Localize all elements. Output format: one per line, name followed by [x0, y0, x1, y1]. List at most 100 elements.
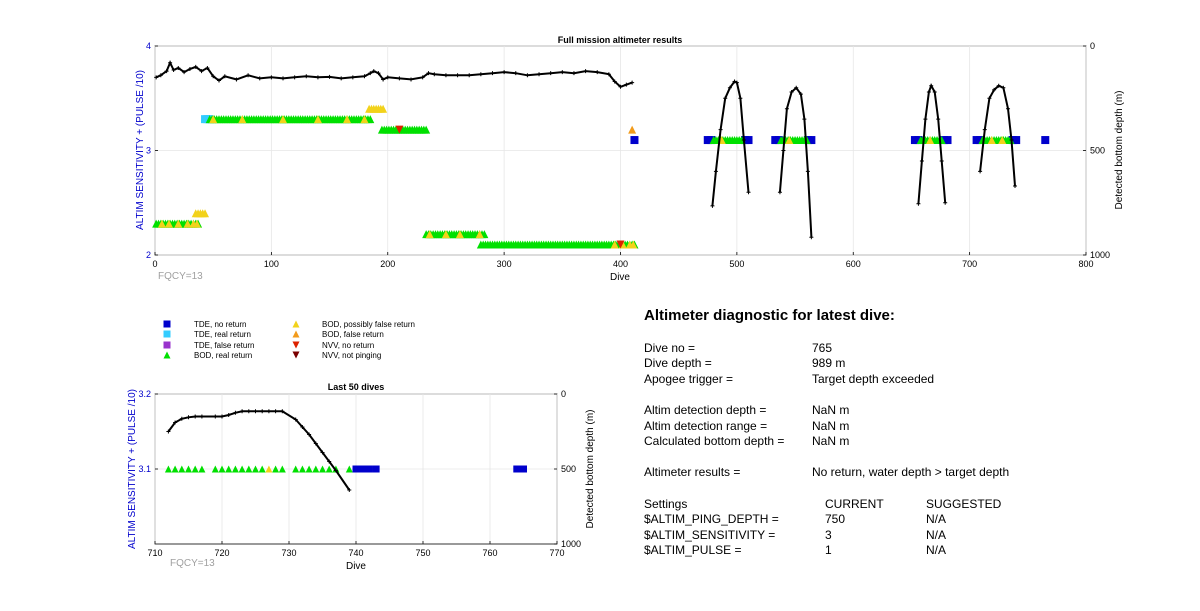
- data-marker: [231, 465, 239, 473]
- bottom-depth-point: [789, 89, 794, 94]
- bottom-depth-point: [777, 190, 782, 195]
- bottom-depth-point: [548, 71, 553, 76]
- data-marker: [313, 115, 322, 124]
- bottom-depth-point: [802, 117, 807, 122]
- bottom-depth-point: [926, 89, 931, 94]
- bottom-depth-point: [187, 66, 192, 71]
- diag-value-dive-no: 765: [812, 341, 833, 355]
- bottom-depth-point: [362, 74, 367, 79]
- full-mission-xlabel: Dive: [610, 272, 630, 283]
- x-tick-label: 720: [214, 548, 229, 558]
- diag-value-calculated-bottom-depth: NaN m: [812, 434, 850, 448]
- legend-marker: [292, 330, 300, 338]
- diag-value-altim-detection-depth: NaN m: [812, 403, 850, 417]
- legend-label: NVV, no return: [322, 341, 374, 350]
- data-marker: [211, 465, 219, 473]
- bottom-depth-point: [320, 450, 325, 455]
- y-tick-label: 4: [146, 41, 151, 51]
- bottom-depth-point: [794, 85, 799, 90]
- diag-label-dive-depth: Dive depth =: [644, 356, 712, 370]
- bottom-depth-point: [327, 74, 332, 79]
- bottom-depth-point: [525, 73, 530, 78]
- setting-suggested-pulse: N/A: [926, 543, 947, 557]
- data-marker: [305, 465, 313, 473]
- bottom-depth-point: [939, 158, 944, 163]
- data-marker: [987, 136, 996, 145]
- legend-marker: [292, 341, 300, 349]
- bottom-depth-point: [455, 73, 460, 78]
- bottom-depth-point: [1013, 184, 1018, 189]
- bottom-depth-point: [713, 169, 718, 174]
- y2-tick-label: 0: [1090, 41, 1095, 51]
- bottom-depth-point: [199, 414, 204, 419]
- bottom-depth-point: [315, 75, 320, 80]
- diag-label-calculated-bottom-depth: Calculated bottom depth =: [644, 434, 785, 448]
- bottom-depth-point: [371, 69, 376, 74]
- data-marker: [209, 115, 218, 124]
- last-50-dives-annotation: FQCY=13: [170, 558, 215, 569]
- bottom-depth-point: [246, 409, 251, 414]
- data-marker: [164, 465, 172, 473]
- bottom-depth-point: [350, 75, 355, 80]
- y-tick-label: 3.1: [138, 464, 151, 474]
- x-tick-label: 400: [613, 259, 628, 269]
- data-marker: [630, 136, 639, 145]
- data-marker: [192, 219, 201, 228]
- bottom-depth-point: [919, 158, 924, 163]
- full-mission-ylabel: ALTIM SENSITIVITY + (PULSE /10): [135, 70, 146, 230]
- data-marker: [785, 136, 794, 145]
- data-marker: [345, 465, 353, 473]
- full-mission-title: Full mission altimeter results: [558, 35, 683, 45]
- data-marker: [425, 230, 434, 239]
- bottom-depth-point: [612, 79, 617, 84]
- data-marker: [191, 465, 199, 473]
- bottom-depth-point: [738, 96, 743, 101]
- data-marker: [298, 465, 306, 473]
- bottom-depth-point: [173, 420, 178, 425]
- full-mission-ticks: 0 100 200 300 400 500 600 700 800 2 3 4 0 500 1000: [146, 41, 1110, 269]
- bottom-depth-point: [478, 72, 483, 77]
- data-marker: [352, 465, 360, 473]
- data-marker: [475, 230, 484, 239]
- bottom-depth-point: [606, 72, 611, 77]
- y-tick-label: 3.2: [138, 389, 151, 399]
- y2-tick-label: 0: [561, 389, 566, 399]
- x-tick-label: 760: [482, 548, 497, 558]
- data-marker: [943, 136, 952, 145]
- x-tick-label: 300: [497, 259, 512, 269]
- bottom-depth-point: [193, 64, 198, 69]
- x-tick-label: 200: [380, 259, 395, 269]
- data-marker: [252, 465, 259, 473]
- diag-value-apogee-trigger: Target depth exceeded: [812, 372, 935, 386]
- bottom-depth-point: [205, 65, 210, 70]
- bottom-depth-point: [327, 459, 332, 464]
- bottom-depth-point: [240, 409, 245, 414]
- bottom-depth-point: [630, 80, 635, 85]
- bottom-depth-point: [179, 416, 184, 421]
- bottom-depth-point: [537, 72, 542, 77]
- bottom-depth-point: [805, 169, 810, 174]
- bottom-depth-point: [171, 68, 176, 73]
- bottom-depth-point: [307, 432, 312, 437]
- bottom-depth-point: [154, 75, 159, 80]
- last-50-dives-title: Last 50 dives: [328, 382, 385, 392]
- data-marker: [157, 219, 166, 228]
- data-marker: [279, 115, 288, 124]
- data-marker: [312, 465, 320, 473]
- last-50-dives-chart: 710 720 730 740 750 760 770 3.1 3.2 0 500 1000 Last…: [127, 382, 596, 572]
- data-marker: [319, 465, 326, 473]
- bottom-depth-point: [929, 83, 934, 88]
- setting-suggested-ping-depth: N/A: [926, 512, 947, 526]
- bottom-depth-point: [409, 77, 414, 82]
- data-marker: [629, 240, 638, 249]
- data-marker: [998, 136, 1007, 145]
- legend-marker: [292, 351, 300, 359]
- data-marker: [292, 465, 300, 473]
- setting-label-pulse: $ALTIM_PULSE =: [644, 543, 742, 557]
- data-marker: [520, 465, 527, 473]
- bottom-depth-point: [996, 83, 1001, 88]
- bottom-depth-point: [426, 71, 431, 76]
- diag-value-dive-depth: 989 m: [812, 356, 846, 370]
- data-marker: [343, 115, 352, 124]
